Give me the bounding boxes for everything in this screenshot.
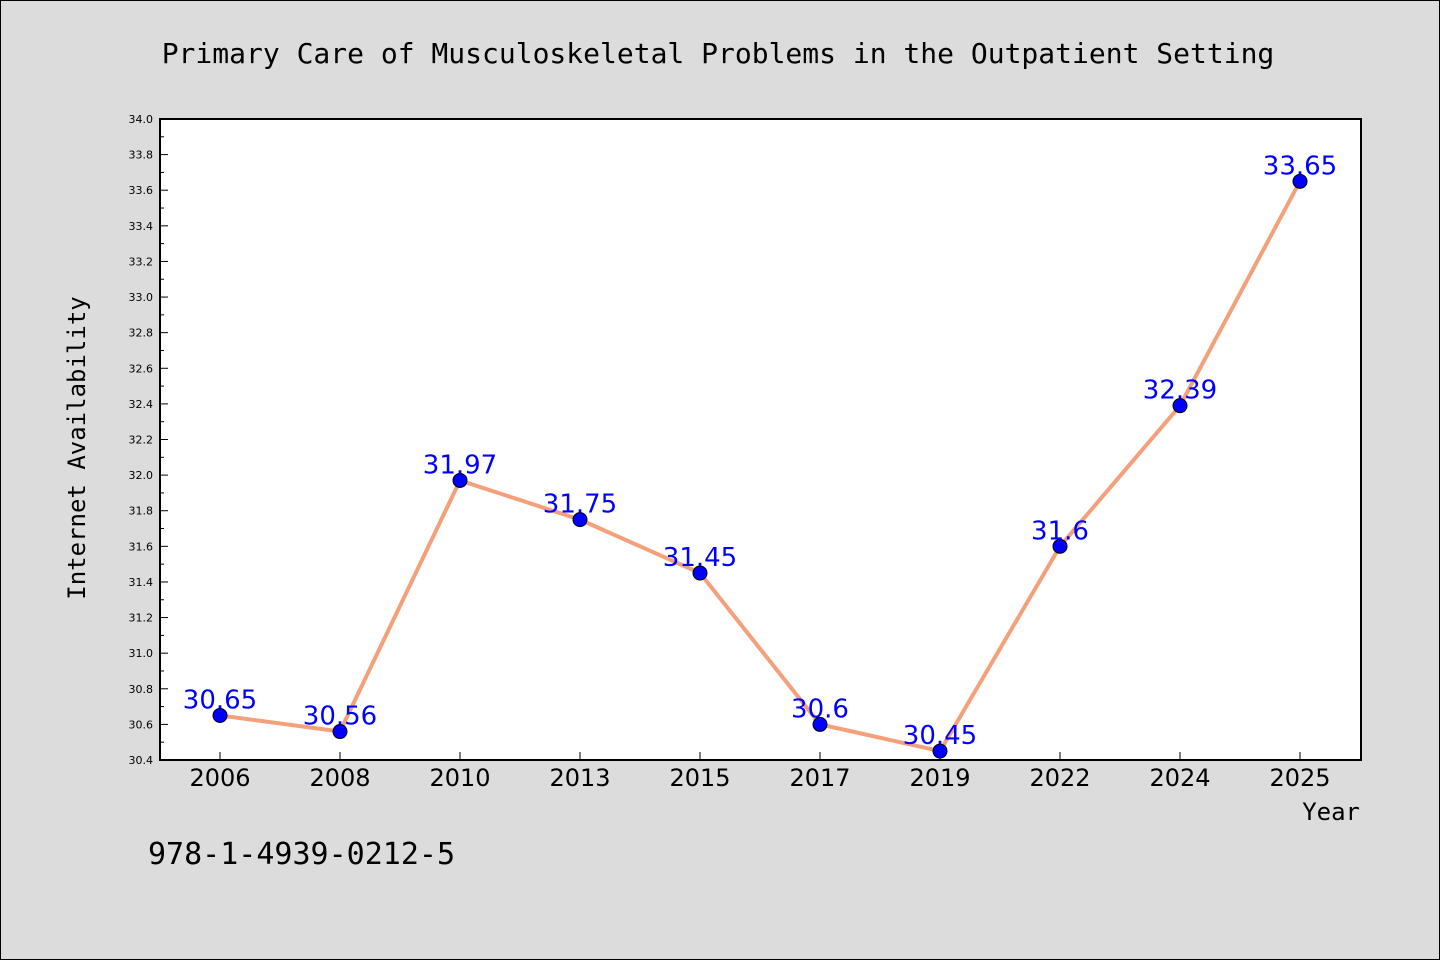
y-tick-label: 31.4 <box>129 576 154 589</box>
y-tick-label: 30.4 <box>129 754 154 767</box>
data-point <box>452 472 468 488</box>
data-point <box>1052 538 1068 554</box>
data-point <box>1172 398 1188 414</box>
data-markers <box>212 173 1308 759</box>
y-tick-label: 31.2 <box>129 612 154 625</box>
x-tick-label: 2015 <box>669 764 730 792</box>
y-tick-label: 31.0 <box>129 647 154 660</box>
data-label: 31.75 <box>543 490 617 520</box>
x-tick-label: 2013 <box>549 764 610 792</box>
x-tick-label: 2022 <box>1029 764 1090 792</box>
data-label: 30.6 <box>791 694 849 724</box>
x-axis-label: Year <box>1302 798 1360 826</box>
data-point <box>812 716 828 732</box>
y-tick-label: 31.6 <box>129 540 154 553</box>
series-line <box>219 180 1302 754</box>
data-point <box>692 565 708 581</box>
y-tick-label: 32.2 <box>129 434 154 447</box>
x-tick-label: 2010 <box>429 764 490 792</box>
y-tick-label: 33.8 <box>129 149 154 162</box>
y-tick-label: 32.6 <box>129 362 154 375</box>
data-label: 32.39 <box>1143 376 1217 406</box>
x-tick-label: 2025 <box>1269 764 1330 792</box>
x-tick-label: 2019 <box>909 764 970 792</box>
data-point <box>572 512 588 528</box>
y-tick-label: 33.6 <box>129 184 154 197</box>
data-point <box>1292 173 1308 189</box>
y-tick-label: 30.6 <box>129 718 154 731</box>
y-axis-label: Internet Availability <box>63 296 91 599</box>
data-point <box>332 724 348 740</box>
y-tick-label: 32.8 <box>129 327 154 340</box>
y-tick-label: 31.8 <box>129 505 154 518</box>
chart-title: Primary Care of Musculoskeletal Problems… <box>162 37 1275 70</box>
x-tick-label: 2008 <box>309 764 370 792</box>
isbn-text: 978-1-4939-0212-5 <box>148 837 455 872</box>
x-axis: 2006 2008 2010 2013 2015 2017 2019 2022 2024 2025 <box>189 752 1331 792</box>
data-point <box>932 743 948 759</box>
y-tick-label: 33.2 <box>129 255 154 268</box>
plot-area <box>159 118 1362 761</box>
data-label: 31.97 <box>423 450 497 480</box>
y-tick-label: 32.4 <box>129 398 154 411</box>
y-axis: 30.4 30.6 30.8 31.0 31.2 31.4 31.6 31.8 32.0 32.2… <box>129 113 168 767</box>
y-tick-label: 32.0 <box>129 469 154 482</box>
y-tick-label: 33.4 <box>129 220 154 233</box>
x-tick-label: 2006 <box>189 764 250 792</box>
y-tick-label: 33.0 <box>129 291 154 304</box>
data-label: 30.65 <box>183 685 257 715</box>
data-label: 30.45 <box>903 721 977 751</box>
x-tick-label: 2017 <box>789 764 850 792</box>
data-label: 31.45 <box>663 543 737 573</box>
data-labels: 30.65 30.56 31.97 31.75 31.45 30.6 30.45 31.6 32… <box>183 151 1337 751</box>
data-label: 30.56 <box>303 702 377 732</box>
y-tick-label: 34.0 <box>129 113 154 126</box>
y-tick-label: 30.8 <box>129 683 154 696</box>
data-label: 33.65 <box>1263 151 1337 181</box>
x-tick-label: 2024 <box>1149 764 1210 792</box>
data-point <box>212 707 228 723</box>
data-label: 31.6 <box>1031 516 1089 546</box>
